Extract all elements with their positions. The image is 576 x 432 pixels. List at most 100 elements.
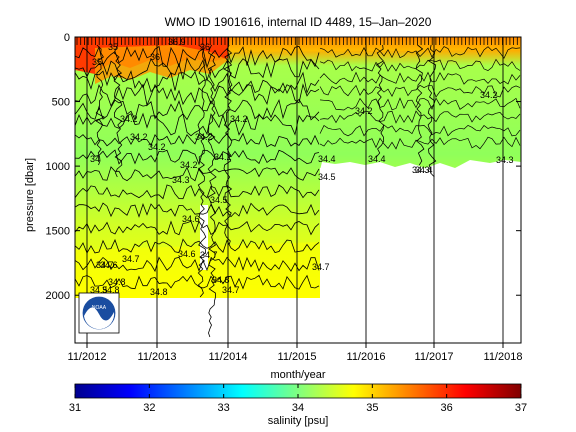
contour-label: 34.3 [412, 165, 430, 175]
contour-line [319, 46, 521, 59]
contour-label: 34.3 [496, 155, 514, 165]
contour-label: 34.2 [355, 106, 373, 116]
noaa-logo-text: NOAA [92, 305, 107, 311]
contour-lines [75, 44, 521, 338]
top-right-orange-layer [228, 37, 521, 52]
contour-label: 34.4 [368, 154, 386, 164]
contour-label: 34.2 [130, 132, 148, 142]
profile-markers [76, 37, 518, 45]
colorbar-tick-label: 37 [515, 402, 527, 414]
contour-label: 34.2 [195, 132, 213, 142]
contour-label: 34.7 [222, 285, 240, 295]
plot-frame [74, 36, 522, 344]
contour-streak [415, 44, 425, 166]
contour-streak [375, 44, 385, 158]
contour-line [319, 71, 521, 85]
x-tick-label: 11/2015 [278, 351, 317, 363]
contour-label: 34.2 [180, 160, 198, 170]
contour-label: 34.8 [212, 275, 230, 285]
contour-label: 34.8 [150, 287, 168, 297]
noaa-logo: NOAA [78, 292, 120, 334]
colorbar-tick-label: 33 [218, 402, 230, 414]
contour-line [75, 274, 320, 290]
contour-label: 35 [108, 42, 118, 52]
salinity-fill [75, 37, 521, 298]
contour-label: 34.7 [122, 254, 140, 264]
x-tick-label: 11/2014 [209, 351, 248, 363]
x-axis-label: month/year [270, 369, 325, 381]
contour-label: 34.3 [172, 175, 190, 185]
contour-line [75, 149, 320, 166]
contour-line [75, 238, 320, 254]
contour-line [319, 110, 521, 124]
contour-line [75, 256, 320, 273]
contour-label: 34.6 [100, 260, 118, 270]
x-tick-label: 11/2013 [138, 351, 177, 363]
y-axis-label: pressure [dbar] [24, 158, 36, 232]
contour-line [319, 97, 521, 111]
contour-label: 34.5 [210, 195, 228, 205]
colorbar-tick-label: 35 [366, 402, 378, 414]
contour-line [319, 84, 521, 98]
y-tick-label: 500 [52, 97, 70, 109]
contour-label: 34.6 [178, 249, 196, 259]
contour-label: 34.5 [318, 172, 336, 182]
colorbar-tick-label: 31 [69, 402, 81, 414]
contour-line [75, 83, 320, 107]
contour-streak [197, 44, 207, 298]
y-tick-label: 1000 [46, 161, 70, 173]
contour-line [75, 220, 320, 236]
contour-label: 34.4 [415, 165, 433, 175]
contour-line [75, 45, 320, 69]
contour-label: 34.2 [214, 152, 232, 162]
contour-line [319, 124, 521, 137]
contour-streak [427, 44, 437, 178]
contour-streak [207, 44, 217, 338]
contour-label: 34 [90, 154, 100, 164]
contour-label: 34.2 [120, 114, 138, 124]
contour-label: 34.7 [96, 260, 114, 270]
contour-streak [95, 44, 105, 166]
colorbar-tick-label: 36 [441, 402, 453, 414]
contour-line [75, 70, 320, 94]
contour-label: 36 [200, 42, 210, 52]
chart-title: WMO ID 1901616, internal ID 4489, 15–Jan… [165, 15, 432, 29]
lower-half-gap [320, 168, 521, 343]
contour-line [75, 184, 320, 200]
contour-line [319, 136, 521, 150]
contour-line [75, 132, 320, 148]
colorbar-tick-label: 34 [292, 402, 304, 414]
y-tick-label: 2000 [46, 290, 70, 302]
colorbar-ticks: 31 32 33 34 35 36 37 [69, 384, 527, 414]
contour-label: 34.6 [182, 214, 200, 224]
contour-label: 34.7 [312, 262, 330, 272]
contour-label: 34.8 [102, 285, 120, 295]
colorbar-label: salinity [psu] [268, 415, 329, 427]
x-tick-label: 11/2012 [68, 351, 107, 363]
contour-label: 35 [92, 57, 102, 67]
contour-line [319, 58, 521, 72]
y-tick-label: 1500 [46, 226, 70, 238]
colorbar-tick-label: 32 [143, 402, 155, 414]
x-tick-label: 11/2018 [484, 351, 523, 363]
y-tick-label: 0 [64, 32, 70, 44]
contour-line [75, 202, 320, 218]
y-axis: 0 500 1000 1500 2000 [46, 32, 521, 302]
contour-line [75, 57, 320, 82]
x-tick-label: 11/2017 [415, 351, 454, 363]
contour-label: 34.8 [108, 277, 126, 287]
x-axis: 11/2012 11/2013 11/2014 11/2015 11/2016 11/20… [68, 343, 523, 363]
contour-label: 34.4 [318, 154, 336, 164]
contour-line [75, 112, 320, 137]
data-gap [200, 205, 208, 270]
contour-streak [223, 44, 233, 246]
contour-label: 36 [150, 52, 160, 62]
contour-line [75, 98, 320, 121]
contour-streak [113, 44, 123, 178]
contour-label: 34.5 [90, 285, 108, 295]
x-tick-label: 11/2016 [347, 351, 386, 363]
contour-line [75, 166, 320, 182]
contour-label: 34.2 [230, 114, 248, 124]
contour-label: 34.2 [480, 90, 498, 100]
